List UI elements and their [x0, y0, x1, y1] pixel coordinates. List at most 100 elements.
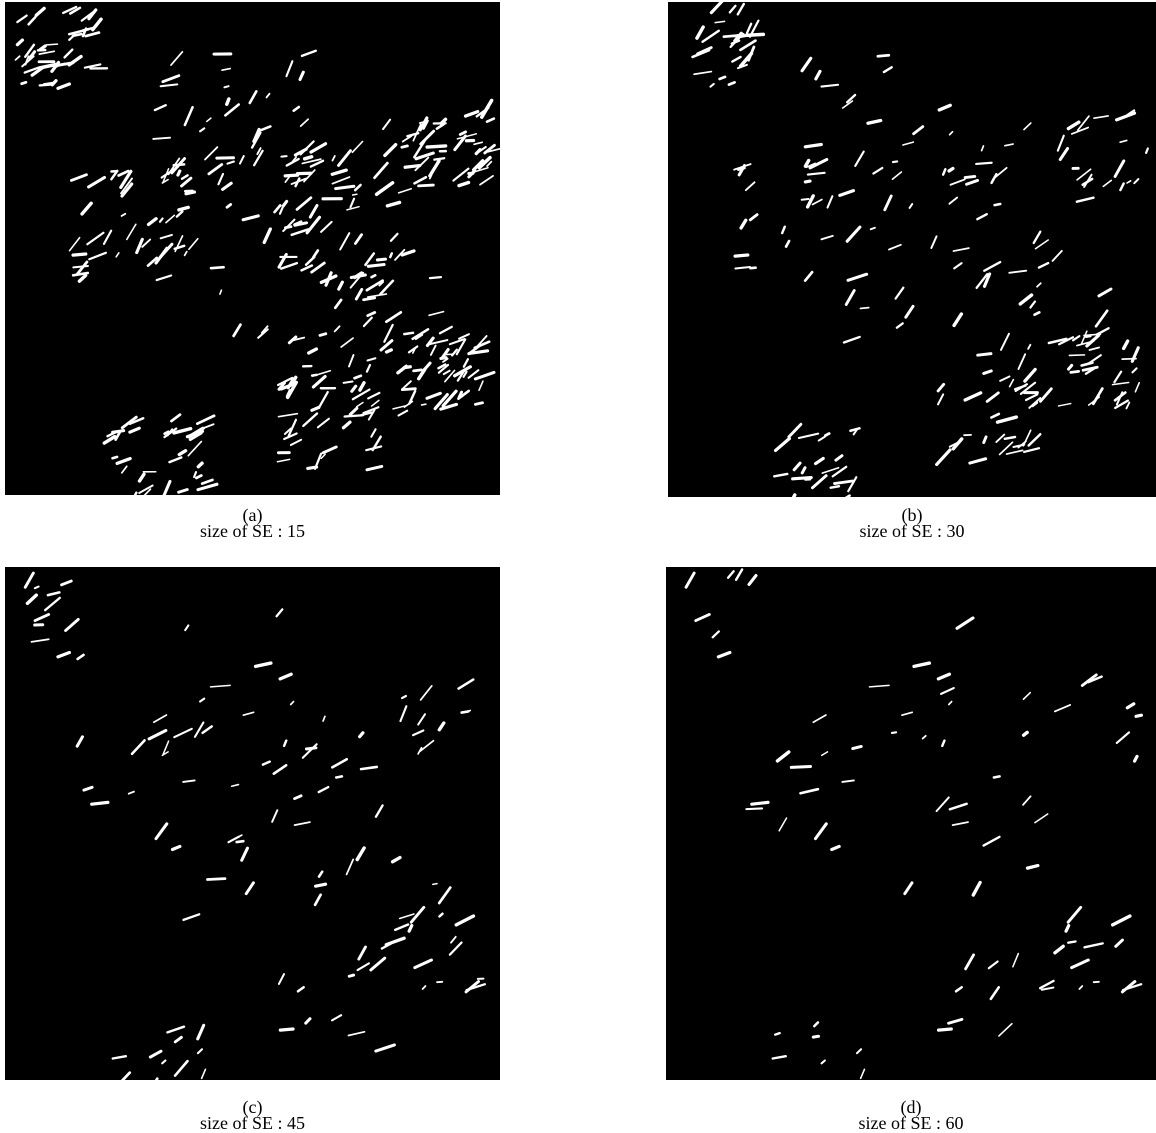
speckle — [130, 428, 139, 432]
speckle — [45, 598, 60, 610]
speckle — [711, 2, 722, 13]
speckle — [149, 219, 157, 225]
speckle — [429, 312, 443, 316]
speckle — [847, 227, 860, 241]
speckle — [1028, 866, 1038, 869]
speckle — [730, 6, 736, 12]
speckle — [1113, 916, 1130, 925]
speckle — [166, 215, 174, 222]
speckle — [185, 107, 193, 125]
speckle — [129, 493, 137, 495]
speckle — [149, 730, 166, 738]
speckle — [1117, 732, 1129, 742]
speckle — [892, 732, 896, 733]
speckle — [750, 215, 757, 220]
speckle — [805, 272, 812, 280]
speckle — [861, 1069, 865, 1078]
speckle — [48, 592, 59, 595]
binary-image — [5, 567, 500, 1080]
speckle — [910, 204, 913, 208]
speckle — [736, 569, 742, 579]
speckle — [694, 72, 711, 75]
speckle — [387, 350, 392, 352]
speckle — [243, 712, 253, 715]
speckle — [339, 151, 351, 166]
speckle — [821, 85, 838, 87]
speckle — [839, 496, 850, 497]
speckle — [211, 267, 224, 268]
speckle — [942, 741, 944, 746]
speckle — [161, 235, 172, 238]
speckles — [5, 2, 500, 495]
speckle — [782, 227, 785, 233]
speckle — [1028, 345, 1030, 349]
speckle — [954, 263, 961, 268]
speckle — [137, 239, 143, 252]
speckle — [27, 595, 36, 603]
speckle — [113, 457, 118, 458]
speckle — [774, 474, 787, 476]
speckle — [384, 325, 392, 342]
speckle — [885, 196, 891, 210]
speckle — [84, 787, 92, 790]
speckle — [308, 467, 317, 468]
speckle — [402, 389, 415, 390]
speckle — [256, 663, 271, 666]
speckle — [73, 266, 88, 267]
speckle — [487, 119, 494, 122]
speckle — [306, 748, 316, 749]
speckle — [402, 146, 408, 147]
speckle — [889, 245, 901, 250]
speckle — [1115, 161, 1124, 177]
speckle — [973, 882, 980, 895]
speckle — [237, 841, 244, 842]
speckle — [312, 263, 325, 272]
speckle — [198, 484, 217, 489]
speckle — [987, 393, 998, 402]
speckle — [696, 614, 710, 620]
speckle — [297, 198, 311, 210]
speckle — [812, 476, 826, 488]
speckle — [1136, 715, 1141, 716]
speckle — [848, 477, 856, 491]
speckle — [65, 50, 73, 58]
speckle — [250, 91, 257, 103]
speckle — [395, 925, 408, 930]
speckle — [1086, 336, 1090, 337]
speckle — [182, 175, 188, 178]
speckle — [459, 183, 468, 186]
speckle — [938, 384, 944, 391]
speckle — [319, 872, 322, 877]
speckle — [871, 228, 875, 229]
speckle — [1000, 376, 1009, 380]
speckle — [831, 486, 839, 487]
speckle — [413, 124, 421, 141]
speckle — [344, 382, 353, 383]
speckle — [802, 199, 809, 200]
speckle — [1059, 404, 1071, 406]
speckle — [155, 105, 166, 110]
speckle — [431, 346, 436, 355]
speckle — [1134, 179, 1138, 183]
speckle — [200, 699, 204, 702]
speckle — [116, 253, 119, 257]
speckle — [713, 631, 719, 637]
speckle — [368, 393, 379, 399]
speckle — [280, 674, 291, 679]
binary-image — [666, 567, 1156, 1080]
speckle — [335, 326, 340, 331]
speckle — [132, 740, 145, 753]
speckle — [440, 327, 452, 333]
speckle — [93, 19, 101, 29]
speckle — [17, 40, 22, 45]
speckle — [802, 468, 805, 473]
speckle — [1053, 251, 1062, 261]
speckle — [350, 408, 357, 414]
speckle — [203, 726, 212, 732]
speckle — [816, 71, 820, 79]
speckle — [222, 69, 230, 71]
speckle — [323, 447, 336, 453]
speckle — [198, 1049, 202, 1053]
speckle — [305, 157, 312, 159]
speckle — [162, 481, 170, 495]
